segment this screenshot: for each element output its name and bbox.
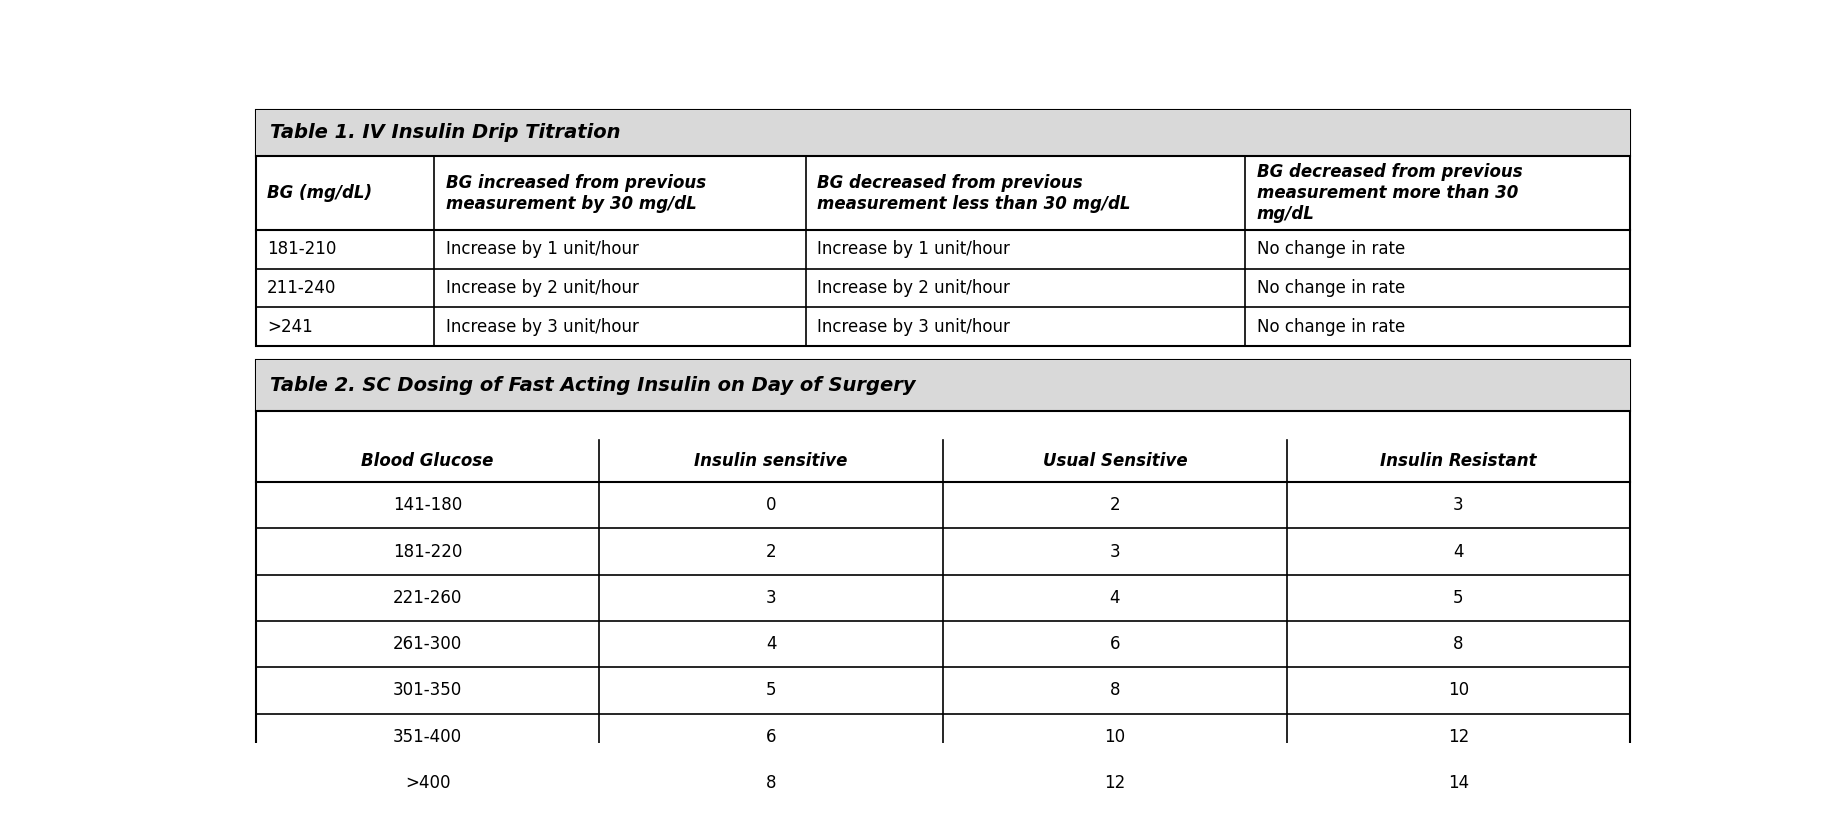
Text: 2: 2 — [765, 543, 776, 560]
Text: 4: 4 — [1109, 589, 1120, 607]
Text: 221-260: 221-260 — [392, 589, 462, 607]
Text: Increase by 2 unit/hour: Increase by 2 unit/hour — [445, 279, 638, 297]
Text: 3: 3 — [1109, 543, 1120, 560]
Text: 2: 2 — [1109, 496, 1120, 514]
Text: No change in rate: No change in rate — [1256, 240, 1405, 258]
Text: 8: 8 — [765, 774, 776, 792]
Text: Increase by 1 unit/hour: Increase by 1 unit/hour — [445, 240, 638, 258]
Text: 4: 4 — [1453, 543, 1464, 560]
Text: Insulin sensitive: Insulin sensitive — [693, 453, 848, 470]
Text: 5: 5 — [765, 681, 776, 700]
Text: Increase by 3 unit/hour: Increase by 3 unit/hour — [817, 317, 1010, 336]
Text: Increase by 3 unit/hour: Increase by 3 unit/hour — [445, 317, 638, 336]
Text: 8: 8 — [1453, 635, 1464, 653]
Text: Increase by 2 unit/hour: Increase by 2 unit/hour — [817, 279, 1010, 297]
Text: 5: 5 — [1453, 589, 1464, 607]
Bar — [256, 360, 1629, 806]
Text: Blood Glucose: Blood Glucose — [360, 453, 493, 470]
Text: >241: >241 — [267, 317, 313, 336]
Bar — [256, 110, 1629, 346]
Text: Increase by 1 unit/hour: Increase by 1 unit/hour — [817, 240, 1010, 258]
Bar — [256, 360, 1629, 412]
Text: 4: 4 — [765, 635, 776, 653]
Text: 3: 3 — [765, 589, 776, 607]
Text: 14: 14 — [1447, 774, 1468, 792]
Text: No change in rate: No change in rate — [1256, 317, 1405, 336]
Text: 10: 10 — [1103, 728, 1125, 746]
Text: BG increased from previous
measurement by 30 mg/dL: BG increased from previous measurement b… — [445, 174, 706, 212]
Text: Table 2. SC Dosing of Fast Acting Insulin on Day of Surgery: Table 2. SC Dosing of Fast Acting Insuli… — [270, 377, 916, 395]
Text: 301-350: 301-350 — [394, 681, 462, 700]
Text: 181-210: 181-210 — [267, 240, 337, 258]
Text: 10: 10 — [1447, 681, 1468, 700]
Text: 8: 8 — [1109, 681, 1120, 700]
Text: 181-220: 181-220 — [392, 543, 462, 560]
Text: Table 1. IV Insulin Drip Titration: Table 1. IV Insulin Drip Titration — [270, 124, 620, 143]
Text: BG (mg/dL): BG (mg/dL) — [267, 184, 371, 202]
Text: No change in rate: No change in rate — [1256, 279, 1405, 297]
Text: Insulin Resistant: Insulin Resistant — [1379, 453, 1536, 470]
Text: 6: 6 — [1109, 635, 1120, 653]
Text: 12: 12 — [1447, 728, 1468, 746]
Text: 6: 6 — [765, 728, 776, 746]
Text: 3: 3 — [1453, 496, 1464, 514]
Text: >400: >400 — [405, 774, 451, 792]
Text: 211-240: 211-240 — [267, 279, 337, 297]
Text: 261-300: 261-300 — [394, 635, 462, 653]
Text: BG decreased from previous
measurement less than 30 mg/dL: BG decreased from previous measurement l… — [817, 174, 1129, 212]
Bar — [256, 110, 1629, 156]
Text: 141-180: 141-180 — [394, 496, 462, 514]
Text: BG decreased from previous
measurement more than 30
mg/dL: BG decreased from previous measurement m… — [1256, 164, 1521, 223]
Text: 12: 12 — [1103, 774, 1125, 792]
Text: Usual Sensitive: Usual Sensitive — [1043, 453, 1186, 470]
Text: 0: 0 — [765, 496, 776, 514]
Text: 351-400: 351-400 — [394, 728, 462, 746]
